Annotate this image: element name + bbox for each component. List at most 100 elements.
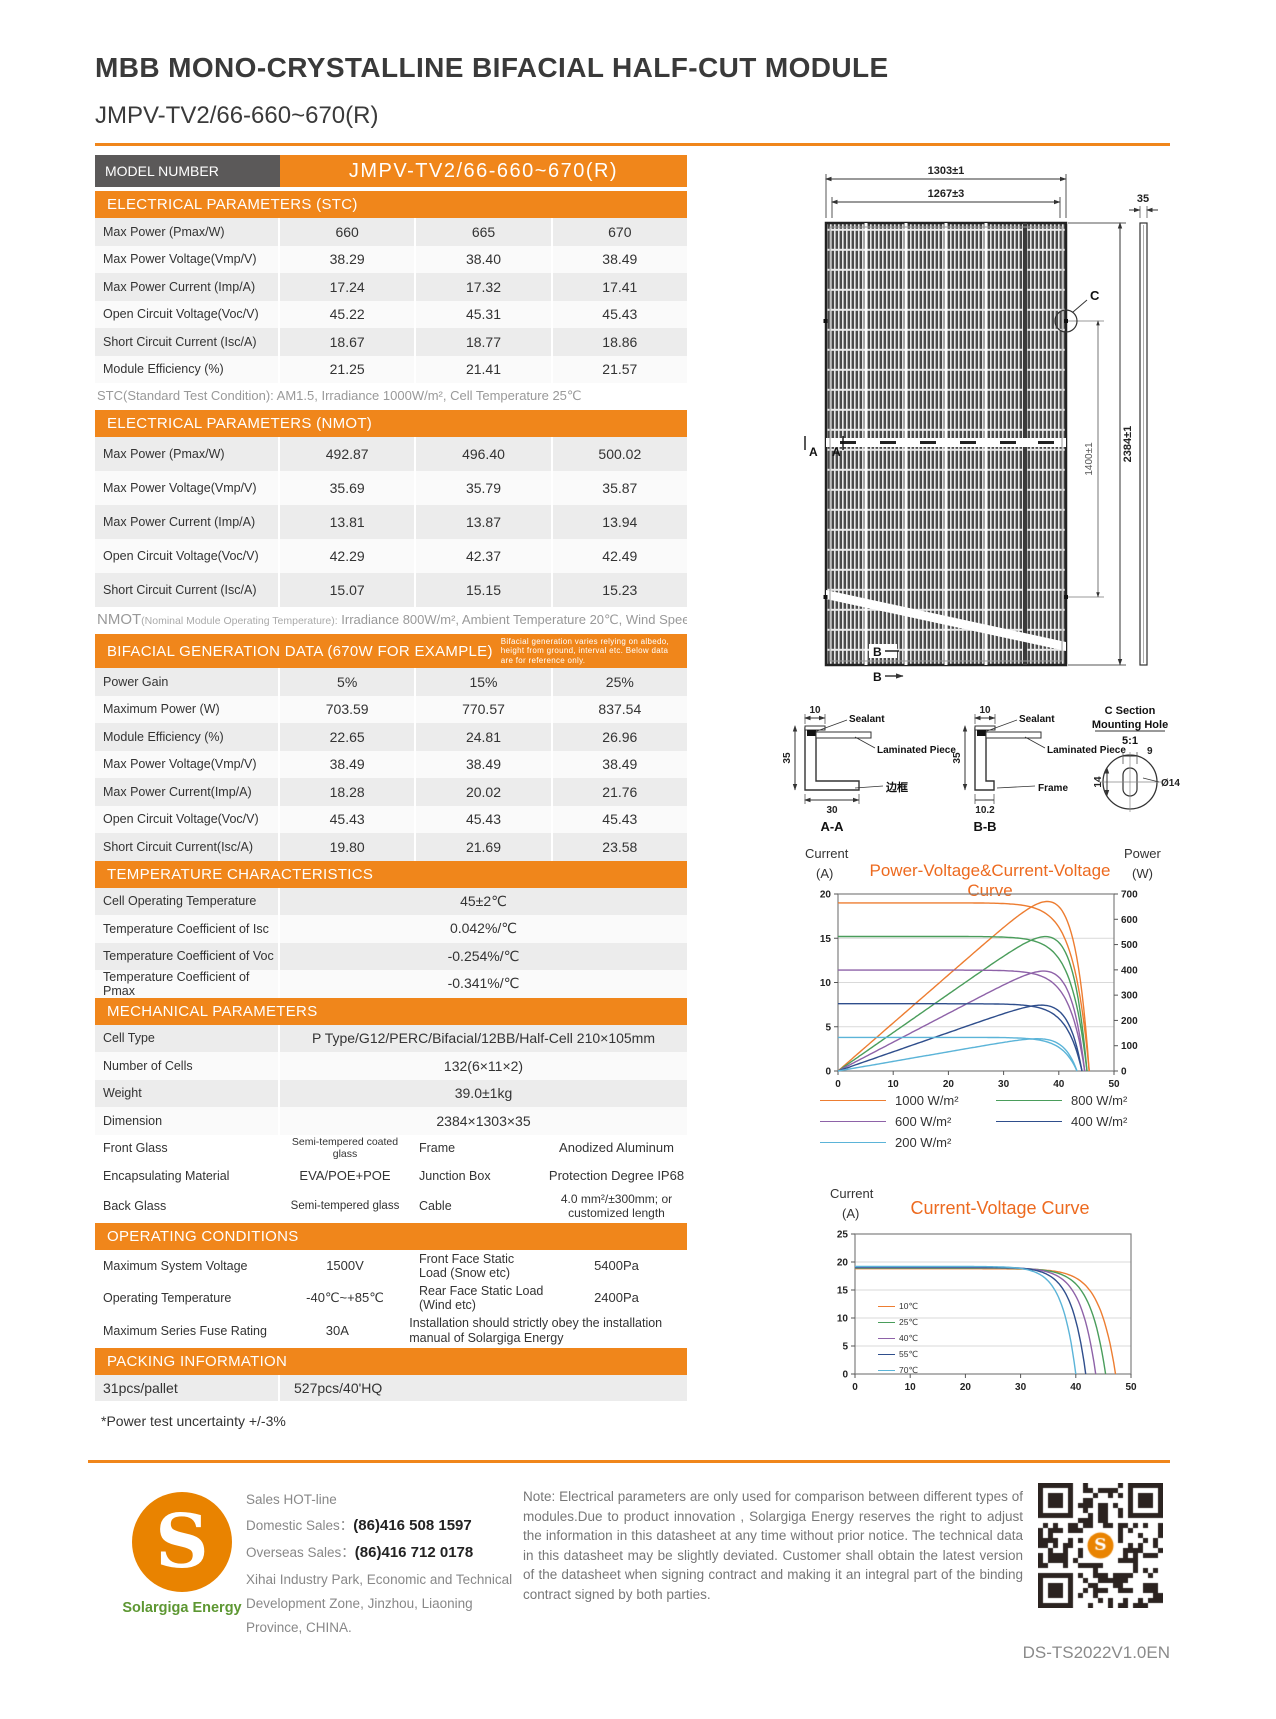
row-label: Junction Box — [410, 1162, 544, 1190]
brand-name: Solargiga Energy — [122, 1600, 242, 1616]
legend-item: 25℃ — [878, 1314, 918, 1330]
model-number-label: MODEL NUMBER — [95, 155, 280, 187]
row-value: 500.02 — [550, 437, 687, 471]
title-divider — [95, 143, 1170, 146]
row-value: 45.31 — [414, 300, 550, 328]
laminated-piece-detail — [985, 731, 1042, 739]
row-value: 703.59 — [278, 695, 414, 723]
power-test-note: *Power test uncertainty +/-3% — [101, 1412, 286, 1429]
page-subtitle: JMPV-TV2/66-660~670(R) — [95, 102, 379, 129]
row-label: Operating Temperature — [103, 1290, 232, 1305]
row-value: 5400Pa — [544, 1249, 687, 1282]
row-value: 5% — [278, 668, 414, 696]
table-row: Max Power Voltage(Vmp/V) 38.49 38.49 38.… — [95, 750, 687, 778]
bifacial-table: Power Gain 5% 15% 25% Maximum Power (W) … — [95, 668, 687, 861]
table-row: Temperature Coefficient of Pmax -0.341%/… — [95, 970, 687, 998]
document-code: DS-TS2022V1.0EN — [1022, 1643, 1170, 1662]
svg-text:20: 20 — [960, 1382, 972, 1393]
dim-outer-width: 1303±1 — [928, 165, 965, 177]
svg-text:20: 20 — [837, 1258, 849, 1269]
table-row: Short Circuit Current(Isc/A) 19.80 21.69… — [95, 833, 687, 861]
bifacial-header: BIFACIAL GENERATION DATA (670W FOR EXAMP… — [95, 634, 687, 668]
table-row: Temperature Coefficient of Voc -0.254%/℃ — [95, 942, 687, 970]
logo-s-glyph: S — [155, 1499, 209, 1585]
temperature-header: TEMPERATURE CHARACTERISTICS — [95, 860, 687, 888]
overseas-sales-number: (86)416 712 0178 — [354, 1544, 474, 1561]
table-row: Max Power (Pmax/W) 660 665 670 — [95, 218, 687, 246]
row-label: Short Circuit Current (Isc/A) — [103, 334, 257, 349]
sales-hotline: Sales HOT-line — [246, 1492, 337, 1507]
page-title: MBB MONO-CRYSTALLINE BIFACIAL HALF-CUT M… — [95, 52, 889, 83]
table-row: Temperature Coefficient of Isc 0.042%/℃ — [95, 915, 687, 943]
module-technical-drawing: 1303±1 1267±3 2384±1 1400±1 35 A A C — [804, 165, 1158, 684]
svg-text:20: 20 — [943, 1079, 955, 1090]
laminated-piece-label: Laminated Piece — [1047, 745, 1126, 756]
legal-note: Note: Electrical parameters are only use… — [523, 1489, 1023, 1602]
svg-text:30: 30 — [998, 1079, 1010, 1090]
footer-divider — [88, 1460, 1170, 1463]
nmot-header: ELECTRICAL PARAMETERS (NMOT) — [95, 410, 687, 437]
bifacial-header-title: BIFACIAL GENERATION DATA (670W FOR EXAMP… — [107, 642, 493, 660]
table-row: Module Efficiency (%) 22.65 24.81 26.96 — [95, 723, 687, 751]
legend-item: 40℃ — [878, 1330, 918, 1346]
legend-item: 1000 W/m² — [820, 1092, 996, 1108]
dim-thickness: 35 — [1137, 193, 1149, 205]
row-value: Anodized Aluminum — [544, 1134, 687, 1162]
legend-label: 400 W/m² — [1071, 1113, 1128, 1129]
table-row: Maximum System Voltage 1500V Front Face … — [95, 1249, 687, 1282]
row-value: -0.254%/℃ — [278, 942, 687, 970]
legend-item: 70℃ — [878, 1362, 918, 1378]
svg-text:10: 10 — [888, 1079, 900, 1090]
section-b-b: 10 35 10.2 B-B Sealant Laminated Piece F… — [952, 705, 1126, 834]
c-section-scale: 5:1 — [1122, 735, 1138, 747]
row-label: Open Circuit Voltage(Voc/V) — [103, 549, 259, 563]
row-label: Weight — [103, 1086, 142, 1101]
svg-text:0: 0 — [842, 1370, 848, 1381]
bifacial-header-note: Bifacial generation varies relying on al… — [500, 636, 670, 665]
row-label: Max Power Current (Imp/A) — [103, 279, 256, 294]
svg-text:50: 50 — [1125, 1382, 1137, 1393]
spec-tables: MODEL NUMBER JMPV-TV2/66-660~670(R) ELEC… — [95, 155, 687, 1429]
row-value: 42.29 — [278, 539, 414, 573]
row-label: Back Glass — [103, 1199, 167, 1213]
row-value: 527pcs/40'HQ — [278, 1374, 687, 1401]
svg-text:200: 200 — [1121, 1016, 1138, 1027]
frame-label: 边框 — [885, 780, 908, 794]
row-value: 38.29 — [278, 245, 414, 273]
chart1-yleft-unit: (A) — [816, 866, 834, 881]
row-label: Max Power Current(Imp/A) — [103, 784, 252, 799]
chart1-title: Power-Voltage&Current-Voltage Curve — [869, 861, 1111, 900]
dim-label: 14 — [1093, 776, 1104, 788]
install-note: Installation should strictly obey the in… — [400, 1313, 687, 1348]
row-value: 665 — [414, 218, 550, 246]
table-row: Maximum Series Fuse Rating 30A Installat… — [95, 1313, 687, 1348]
row-value: 15% — [414, 668, 550, 696]
row-value: 45.43 — [550, 805, 687, 833]
row-value: 39.0±1kg — [278, 1079, 687, 1107]
section-title: B-B — [973, 819, 996, 834]
legend-item: 200 W/m² — [820, 1134, 996, 1150]
row-value: 19.80 — [278, 833, 414, 861]
row-label: Front Face Static Load (Snow etc) — [410, 1249, 544, 1282]
row-value: 21.69 — [414, 833, 550, 861]
svg-text:15: 15 — [837, 1286, 849, 1297]
row-value: -0.341%/℃ — [278, 970, 687, 998]
table-row: Number of Cells 132(6×11×2) — [95, 1052, 687, 1080]
module-side-view: 35 — [1129, 193, 1158, 666]
nmot-footnote-rest: Irradiance 800W/m², Ambient Temperature … — [337, 612, 687, 627]
mechanical-table: Cell Type P Type/G12/PERC/Bifacial/12BB/… — [95, 1024, 687, 1223]
row-value: 22.65 — [278, 723, 414, 751]
row-label: Power Gain — [103, 674, 169, 689]
svg-text:10: 10 — [820, 978, 832, 989]
chart1-legend: 1000 W/m² 800 W/m² 600 W/m² 400 W/m² 200… — [820, 1092, 1172, 1150]
sealant-detail — [977, 730, 986, 736]
row-value: 496.40 — [414, 437, 550, 471]
sealant-detail — [807, 730, 816, 736]
legend-item: 400 W/m² — [996, 1113, 1172, 1129]
dim-height: 2384±1 — [1122, 426, 1134, 463]
row-value: 42.49 — [550, 539, 687, 573]
chart2-title: Current-Voltage Curve — [910, 1198, 1090, 1218]
row-value: 13.81 — [278, 505, 414, 539]
table-row: Max Power Current(Imp/A) 18.28 20.02 21.… — [95, 778, 687, 806]
laminated-piece-detail — [815, 731, 872, 739]
